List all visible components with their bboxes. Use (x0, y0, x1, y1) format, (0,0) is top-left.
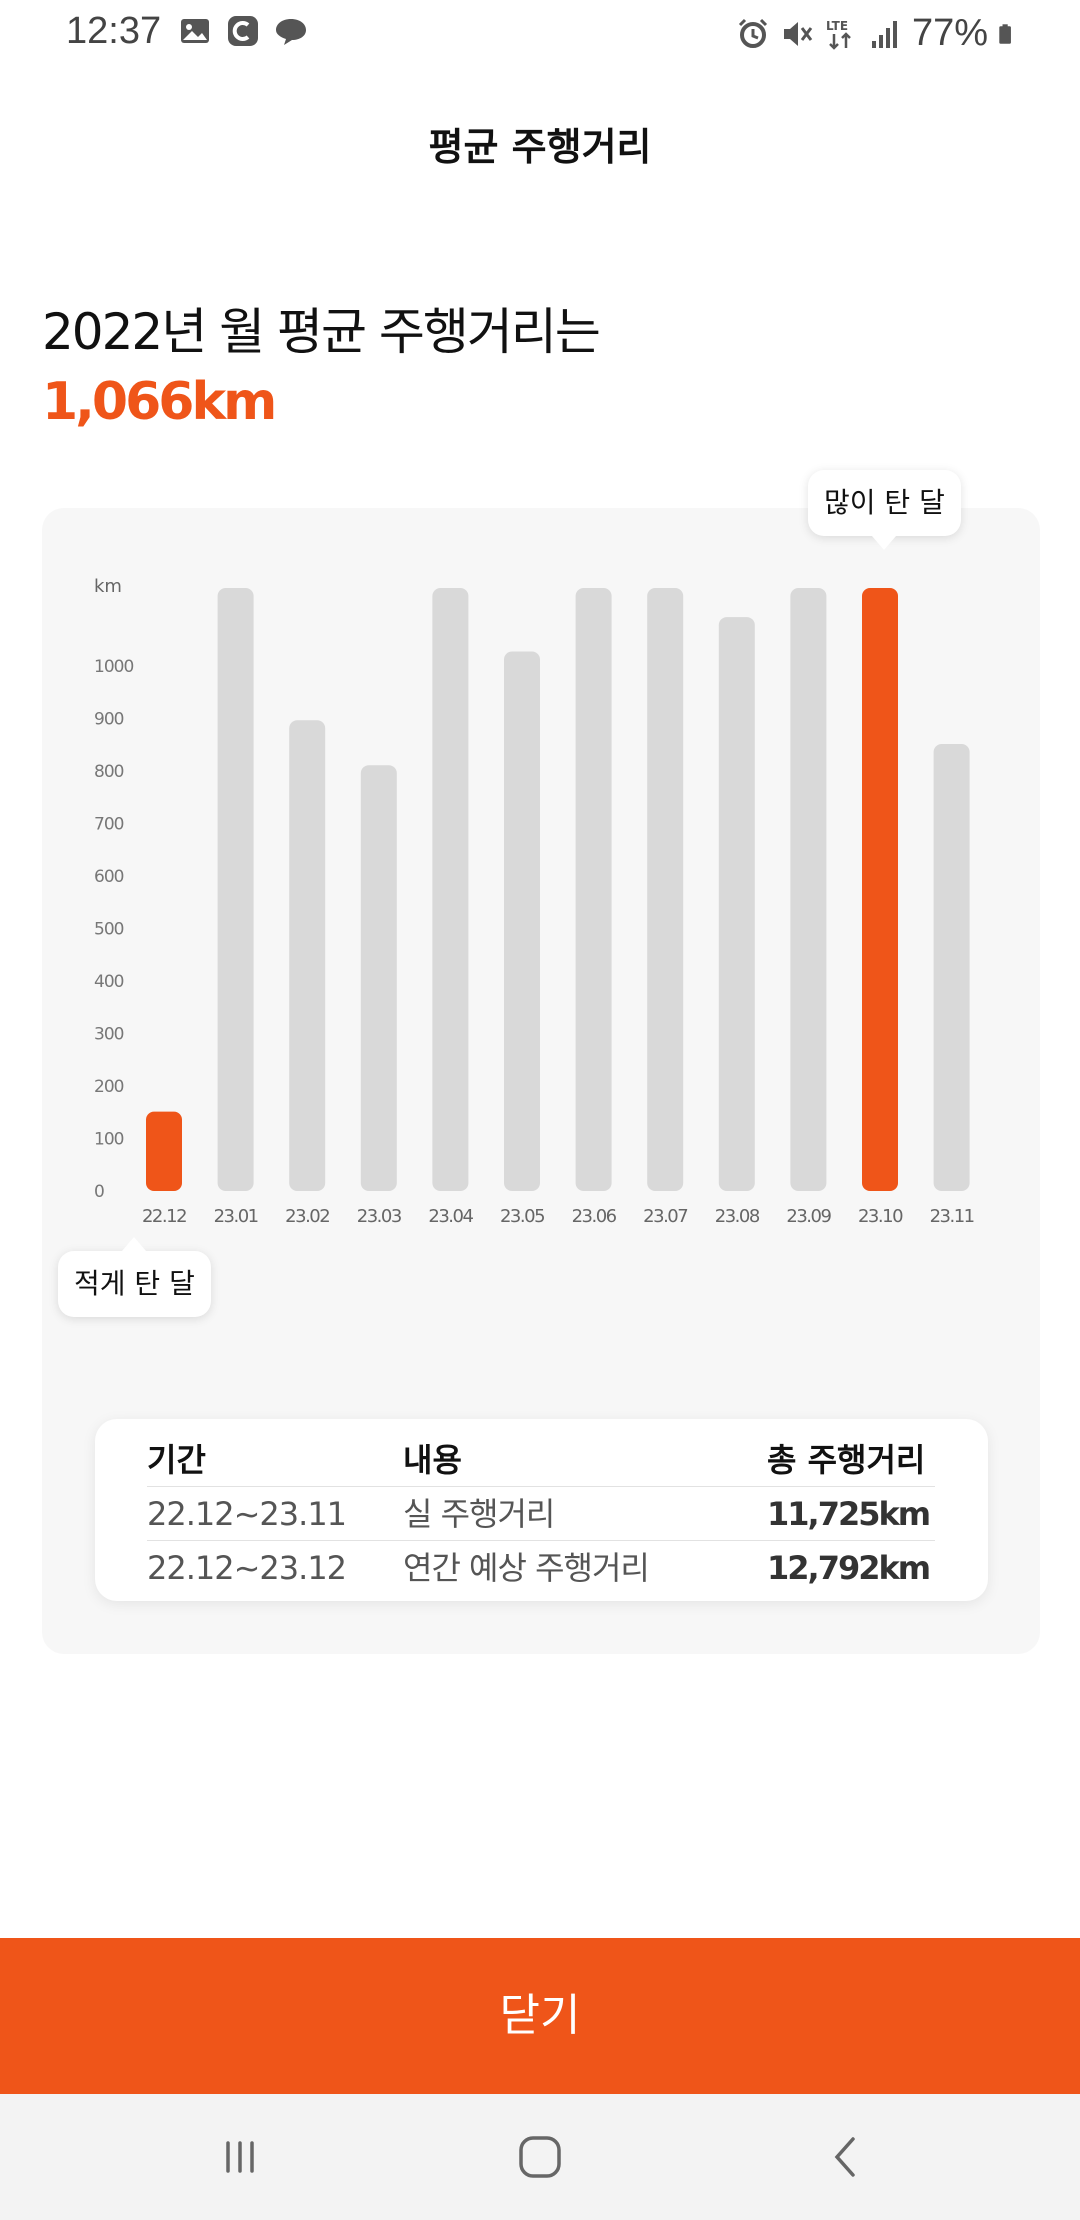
x-tick-label: 23.10 (858, 1206, 903, 1227)
back-button[interactable] (805, 2122, 885, 2192)
recent-apps-button[interactable] (200, 2122, 280, 2192)
gallery-icon (181, 19, 209, 43)
lte-icon: LTE (826, 19, 851, 50)
battery-icon (999, 23, 1011, 44)
header-content: 내용 (403, 1441, 462, 1479)
bar-23.05 (504, 651, 540, 1191)
max-month-callout: 많이 탄 달 (808, 470, 961, 550)
chat-bubble-icon (276, 19, 306, 45)
bar-23.09 (790, 588, 827, 1191)
headline-text: 2022년 월 평균 주행거리는 (42, 303, 601, 361)
x-tick-label: 23.02 (285, 1206, 329, 1227)
y-tick-label: 500 (94, 920, 124, 940)
home-icon (519, 2136, 561, 2178)
y-tick-label: 700 (94, 815, 124, 835)
x-tick-label: 23.09 (786, 1206, 831, 1227)
row-distance: 11,725km (767, 1495, 931, 1533)
page-title: 평균 주행거리 (428, 125, 652, 169)
header-total-distance: 총 주행거리 (767, 1441, 926, 1479)
row-distance: 12,792km (767, 1549, 931, 1587)
row-period: 22.12~23.11 (147, 1495, 347, 1533)
y-tick-label: 800 (94, 762, 124, 782)
close-button[interactable]: 닫기 (0, 1938, 1080, 2094)
x-tick-label: 23.01 (214, 1206, 258, 1227)
status-bar: 12:37 LTE (0, 0, 1080, 64)
row-content: 실 주행거리 (403, 1495, 555, 1533)
y-tick-label: 0 (94, 1182, 104, 1202)
battery-level: 77% (911, 12, 988, 54)
bar-23.06 (575, 588, 612, 1191)
status-time: 12:37 (66, 10, 162, 52)
bar-23.07 (647, 588, 684, 1191)
y-axis-unit: km (94, 576, 122, 597)
x-tick-label: 23.07 (643, 1206, 687, 1227)
bar-22.12 (146, 1111, 182, 1191)
y-tick-label: 300 (94, 1025, 124, 1045)
alarm-icon (738, 18, 767, 48)
x-tick-label: 23.06 (572, 1206, 617, 1227)
y-tick-label: 600 (94, 867, 124, 887)
bar-23.11 (933, 744, 970, 1191)
header-period: 기간 (147, 1441, 206, 1479)
x-tick-label: 22.12 (142, 1206, 186, 1227)
back-icon (834, 2137, 855, 2177)
table-row: 22.12~23.12 연간 예상 주행거리 12,792km (147, 1541, 935, 1595)
recent-apps-icon (226, 2141, 254, 2173)
x-tick-label: 23.11 (930, 1206, 974, 1227)
svg-text:LTE: LTE (826, 19, 848, 33)
bar-23.04 (432, 588, 469, 1191)
mute-icon (783, 21, 813, 46)
x-tick-label: 23.03 (357, 1206, 402, 1227)
y-tick-label: 100 (94, 1130, 124, 1150)
row-period: 22.12~23.12 (147, 1549, 347, 1587)
summary-header-row: 기간 내용 총 주행거리 (147, 1433, 935, 1487)
y-tick-label: 200 (94, 1077, 124, 1097)
home-button[interactable] (500, 2122, 580, 2192)
summary-table: 기간 내용 총 주행거리 22.12~23.11 실 주행거리 11,725km… (95, 1419, 988, 1601)
x-tick-label: 23.04 (428, 1206, 473, 1227)
row-content: 연간 예상 주행거리 (403, 1549, 650, 1587)
navigation-bar (0, 2094, 1080, 2220)
y-tick-label: 1000 (94, 657, 133, 677)
bar-23.02 (289, 720, 326, 1191)
signal-icon (871, 20, 897, 48)
x-tick-label: 23.08 (715, 1206, 760, 1227)
c-app-icon (228, 16, 258, 46)
bar-23.10 (862, 588, 898, 1191)
bar-23.03 (360, 765, 397, 1191)
y-tick-label: 900 (94, 710, 124, 730)
average-distance-value: 1,066km (42, 372, 277, 432)
min-month-callout: 적게 탄 달 (58, 1237, 211, 1317)
bar-23.01 (217, 588, 254, 1191)
x-tick-label: 23.05 (500, 1206, 544, 1227)
y-tick-label: 400 (94, 972, 124, 992)
table-row: 22.12~23.11 실 주행거리 11,725km (147, 1487, 935, 1541)
bar-23.08 (718, 617, 755, 1191)
